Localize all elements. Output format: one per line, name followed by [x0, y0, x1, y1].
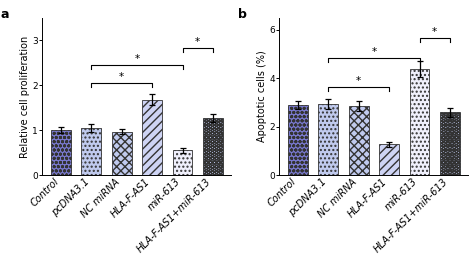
Bar	[288, 105, 308, 175]
Text: *: *	[371, 47, 376, 57]
Bar	[51, 130, 71, 175]
Text: *: *	[119, 72, 124, 82]
Text: a: a	[0, 8, 9, 21]
Y-axis label: Apoptotic cells (%): Apoptotic cells (%)	[256, 50, 266, 142]
Bar	[319, 104, 338, 175]
Bar	[173, 151, 192, 175]
Bar	[349, 106, 369, 175]
Bar	[82, 128, 101, 175]
Y-axis label: Relative cell proliferation: Relative cell proliferation	[19, 35, 29, 158]
Bar	[440, 112, 460, 175]
Bar	[112, 132, 132, 175]
Text: *: *	[432, 27, 438, 37]
Bar	[142, 100, 162, 175]
Text: *: *	[195, 37, 201, 47]
Text: *: *	[356, 76, 361, 86]
Text: *: *	[134, 54, 139, 64]
Text: b: b	[237, 8, 246, 21]
Bar	[203, 118, 223, 175]
Bar	[410, 69, 429, 175]
Bar	[379, 144, 399, 175]
